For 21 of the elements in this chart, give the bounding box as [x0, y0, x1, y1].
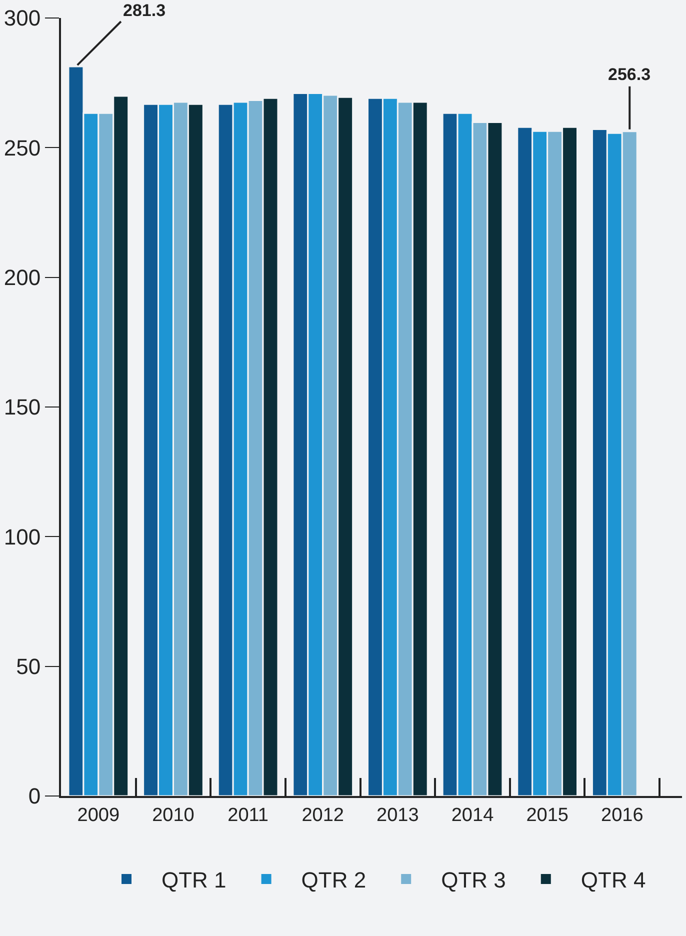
y-tick-label: 100	[4, 524, 41, 550]
x-tick-label: 2015	[526, 804, 568, 826]
y-tick-label: 0	[28, 784, 41, 809]
x-tick-label: 2009	[77, 804, 120, 826]
x-tick-label: 2010	[152, 804, 194, 826]
y-tick-label: 200	[4, 265, 41, 290]
legend-label: QTR 3	[441, 868, 506, 893]
data-label: 256.3	[608, 65, 651, 84]
y-tick-label: 50	[16, 654, 41, 680]
y-tick-label: 150	[4, 394, 41, 420]
y-tick-label: 300	[4, 6, 41, 31]
y-tick-label: 250	[4, 135, 41, 160]
x-tick-label: 2013	[376, 804, 419, 826]
legend-label: QTR 4	[580, 868, 646, 893]
x-tick-label: 2016	[601, 804, 644, 826]
x-tick-label: 2014	[451, 804, 494, 826]
legend-label: QTR 1	[162, 868, 226, 893]
x-tick-label: 2011	[228, 804, 268, 826]
x-tick-label: 2012	[302, 804, 344, 826]
legend-label: QTR 2	[301, 868, 366, 893]
data-label: 281.3	[123, 1, 166, 20]
